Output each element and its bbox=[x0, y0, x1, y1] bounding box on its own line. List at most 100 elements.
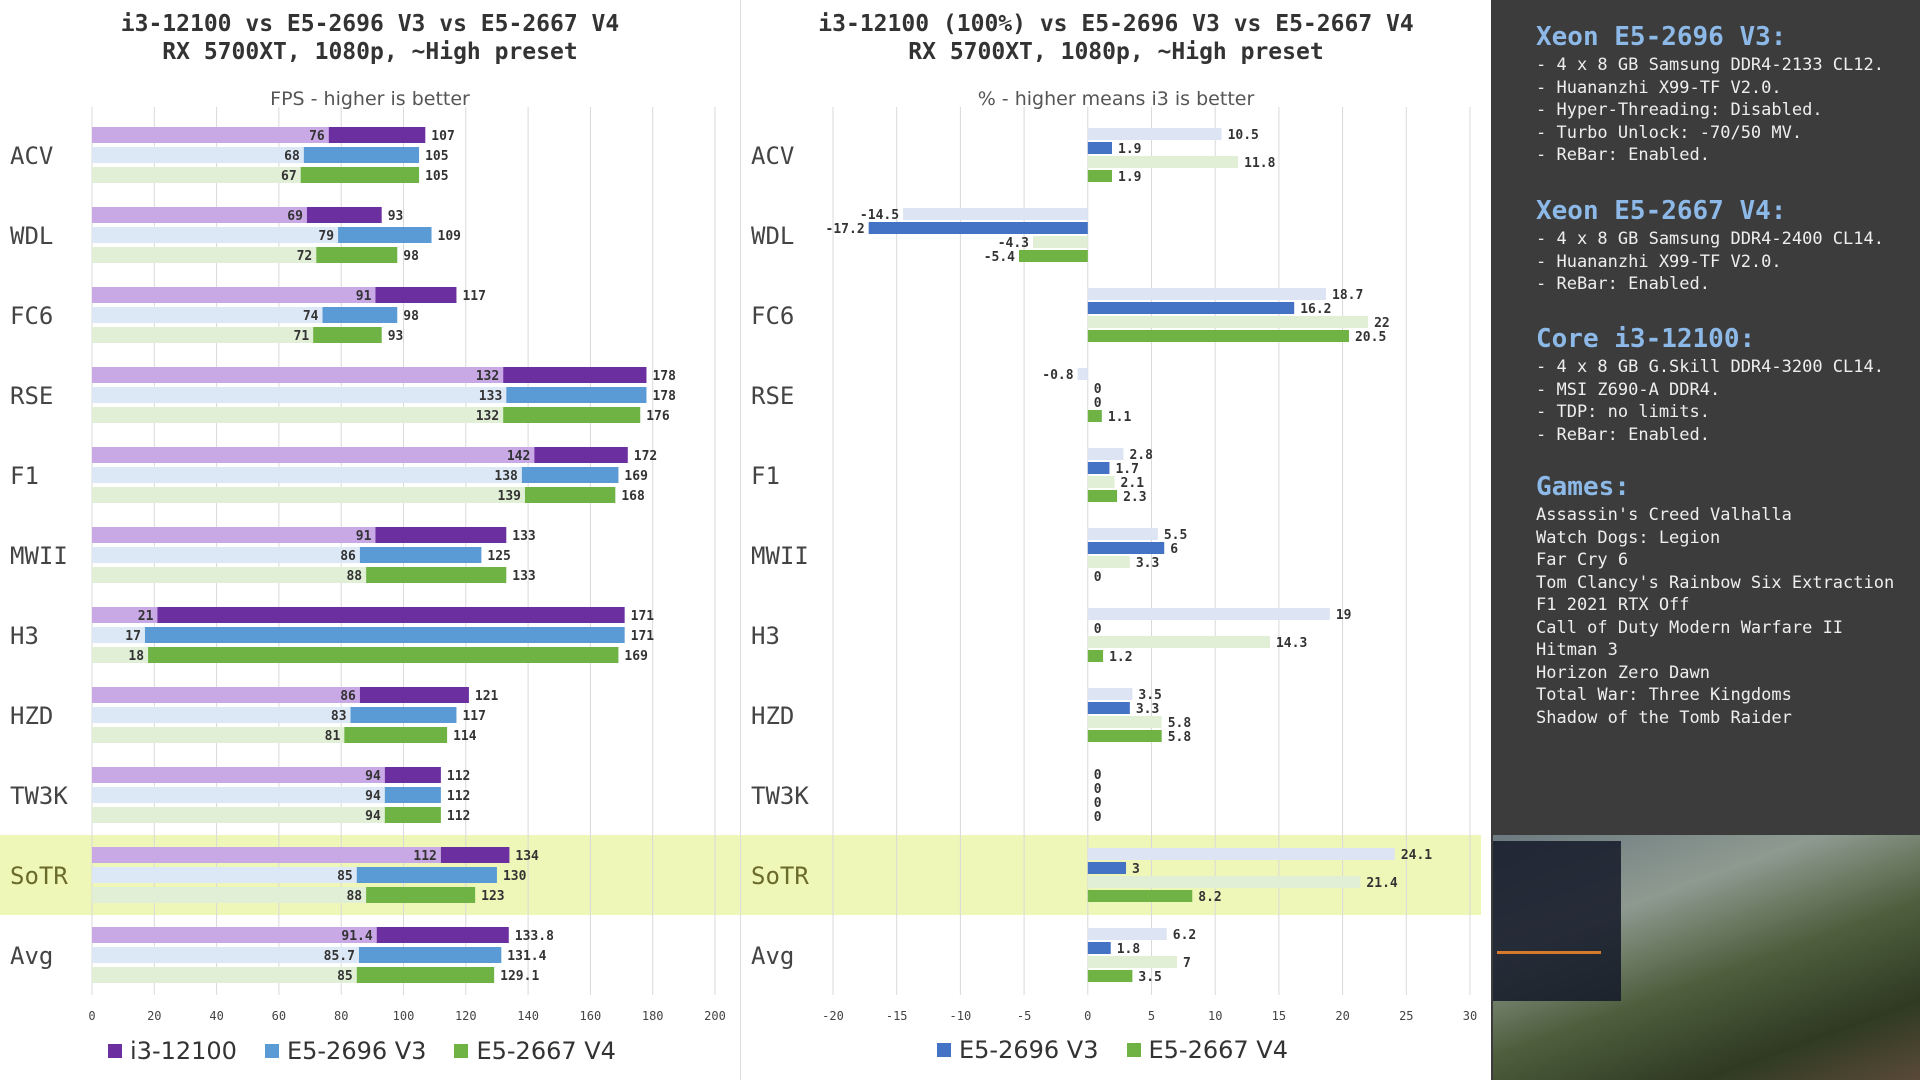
data-label-avg: 169 bbox=[624, 469, 647, 484]
data-label-low: 85 bbox=[337, 869, 353, 884]
x-tick-label: 100 bbox=[393, 1009, 415, 1023]
data-label-low: 85.7 bbox=[324, 949, 355, 964]
data-label-avg: 107 bbox=[431, 129, 454, 144]
data-label-avg: 112 bbox=[447, 789, 470, 804]
data-label: 3.5 bbox=[1138, 970, 1161, 985]
x-tick-label: 60 bbox=[272, 1009, 286, 1023]
bar-low bbox=[92, 687, 360, 703]
x-tick-label: -20 bbox=[822, 1009, 844, 1023]
data-label: 1.7 bbox=[1115, 462, 1138, 477]
category-label: F1 bbox=[10, 462, 39, 490]
bar-avg bbox=[366, 887, 476, 903]
data-label-low: 91.4 bbox=[341, 929, 372, 944]
bar-low bbox=[1087, 848, 1395, 860]
fps-overlay bbox=[1493, 841, 1621, 1001]
bar-low bbox=[92, 247, 317, 263]
data-label: 18.7 bbox=[1332, 288, 1363, 303]
fps-chart-plot: 0 20 40 60 80 100 120 140 160 180 200 ACV 76 107 68 105… bbox=[0, 107, 740, 1023]
bar-low bbox=[1087, 448, 1124, 460]
data-label-low: 72 bbox=[297, 249, 313, 264]
bar-low bbox=[92, 707, 351, 723]
bar-avg bbox=[503, 407, 641, 423]
data-label-low: 21 bbox=[138, 609, 154, 624]
data-label-low: 138 bbox=[494, 469, 518, 484]
data-label: 2.1 bbox=[1121, 476, 1145, 491]
data-label-low: 139 bbox=[498, 489, 521, 504]
legend-item-e5-2696-pct: E5-2696 V3 bbox=[937, 1036, 1099, 1064]
specs-line: - Hyper-Threading: Disabled. bbox=[1536, 100, 1823, 120]
fps-chart-legend: i3-12100 E5-2696 V3 E5-2667 V4 bbox=[108, 1037, 616, 1065]
bar-avg bbox=[1087, 462, 1110, 474]
bar-low bbox=[92, 207, 307, 223]
bar-low bbox=[92, 327, 314, 343]
bar-low bbox=[92, 967, 357, 983]
bar-avg bbox=[350, 707, 457, 723]
data-label-avg: 123 bbox=[481, 889, 504, 904]
x-tick-label: 180 bbox=[642, 1009, 664, 1023]
legend-label-e5-2696: E5-2696 V3 bbox=[286, 1037, 427, 1065]
bar-low bbox=[92, 787, 385, 803]
data-label-low: 17 bbox=[125, 629, 141, 644]
bar-low bbox=[1087, 156, 1239, 168]
bar-avg bbox=[1087, 890, 1193, 902]
data-label-low: 88 bbox=[346, 889, 362, 904]
bar-avg bbox=[503, 367, 647, 383]
legend-swatch-e5-2696-pct bbox=[937, 1043, 951, 1057]
data-label: 5.8 bbox=[1168, 730, 1192, 745]
data-label: 16.2 bbox=[1300, 302, 1331, 317]
data-label-avg: 112 bbox=[447, 809, 470, 824]
data-label: 0 bbox=[1094, 622, 1102, 637]
bar-avg bbox=[338, 227, 432, 243]
data-label-avg: 133.8 bbox=[515, 929, 554, 944]
data-label: 2.3 bbox=[1123, 490, 1146, 505]
bar-low bbox=[1087, 608, 1330, 620]
category-label: MWII bbox=[10, 542, 68, 570]
bar-low bbox=[1087, 928, 1167, 940]
bar-low bbox=[92, 367, 504, 383]
legend-swatch-e5-2667-pct bbox=[1126, 1043, 1141, 1057]
data-label-low: 67 bbox=[281, 169, 297, 184]
percent-chart-legend: E5-2696 V3 E5-2667 V4 bbox=[937, 1036, 1288, 1064]
category-label: RSE bbox=[10, 382, 53, 410]
category-label: WDL bbox=[10, 222, 53, 250]
specs-line: - Huananzhi X99-TF V2.0. bbox=[1536, 251, 1782, 272]
x-tick-label: 5 bbox=[1148, 1009, 1155, 1023]
x-tick-label: 160 bbox=[580, 1009, 602, 1023]
bar-low bbox=[1077, 368, 1088, 380]
data-label: 0 bbox=[1094, 782, 1102, 797]
data-label-avg: 98 bbox=[403, 249, 419, 264]
data-label-avg: 130 bbox=[503, 869, 527, 884]
bar-low bbox=[92, 547, 360, 563]
specs-line: Horizon Zero Dawn bbox=[1536, 662, 1710, 683]
bar-avg bbox=[144, 627, 625, 643]
x-tick-label: 25 bbox=[1399, 1009, 1413, 1023]
category-label: RSE bbox=[751, 382, 794, 410]
bar-avg bbox=[344, 727, 448, 743]
data-label-avg: 171 bbox=[631, 609, 655, 624]
bar-low bbox=[1087, 128, 1222, 140]
data-label: -14.5 bbox=[860, 208, 899, 223]
bar-avg bbox=[1087, 170, 1113, 182]
bar-low bbox=[1087, 716, 1162, 728]
data-label: 1.1 bbox=[1108, 410, 1132, 425]
bar-low bbox=[1033, 236, 1088, 248]
data-label: 11.8 bbox=[1244, 156, 1275, 171]
specs-line: - 4 x 8 GB G.Skill DDR4-3200 CL14. bbox=[1536, 357, 1884, 377]
bar-low bbox=[92, 487, 525, 503]
bar-avg bbox=[1087, 942, 1111, 954]
data-label-low: 133 bbox=[479, 389, 502, 404]
data-label-low: 81 bbox=[325, 729, 341, 744]
data-label-low: 83 bbox=[331, 709, 347, 724]
specs-section-title: Xeon E5-2696 V3: bbox=[1536, 22, 1787, 52]
data-label-avg: 114 bbox=[453, 729, 477, 744]
data-label-avg: 178 bbox=[652, 369, 676, 384]
data-label: 0 bbox=[1094, 768, 1102, 783]
bar-avg bbox=[303, 147, 420, 163]
specs-line: - ReBar: Enabled. bbox=[1536, 424, 1710, 445]
data-label-low: 94 bbox=[365, 809, 381, 824]
data-label: 3.3 bbox=[1136, 702, 1159, 717]
bar-low bbox=[1087, 636, 1270, 648]
data-label-avg: 129.1 bbox=[500, 969, 539, 984]
x-tick-label: -5 bbox=[1017, 1009, 1031, 1023]
bar-low bbox=[92, 767, 385, 783]
